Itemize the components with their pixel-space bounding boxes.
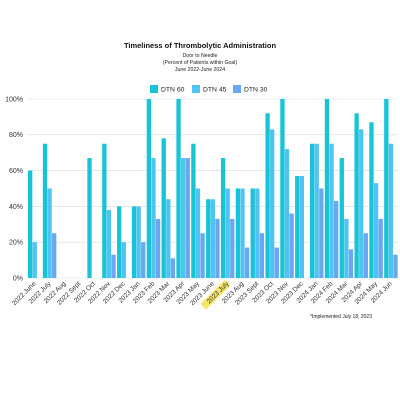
bar [354, 113, 359, 278]
y-tick-label: 20% [9, 240, 23, 247]
bar [280, 99, 285, 278]
bar [166, 199, 171, 278]
chart-legend: DTN 60 DTN 45 DTN 30 [150, 85, 268, 94]
bar [259, 233, 265, 278]
bar [170, 258, 176, 278]
bar [319, 188, 324, 278]
bar [136, 206, 141, 278]
bar [195, 188, 201, 278]
bar [151, 158, 156, 278]
bar [314, 143, 319, 278]
bar [102, 143, 107, 278]
chart-bars [28, 99, 398, 279]
y-tick-label: 40% [9, 204, 23, 211]
bar [47, 188, 52, 278]
bar [176, 99, 181, 278]
bar [393, 254, 398, 278]
bar [181, 158, 186, 278]
legend-label: DTN 60 [161, 87, 185, 94]
bar [344, 218, 349, 278]
bar [215, 218, 220, 278]
bar [299, 175, 305, 278]
bar [155, 218, 161, 278]
bar [244, 247, 250, 278]
x-tick-highlight [200, 279, 231, 310]
bar [28, 170, 33, 278]
chart-subtitle-line-3: June 2022-June 2024 [175, 67, 225, 73]
bar [111, 254, 116, 278]
y-tick-label: 60% [9, 168, 23, 175]
bar [334, 201, 339, 278]
bar [255, 188, 260, 278]
bar [235, 188, 241, 278]
legend-swatch [233, 85, 241, 93]
bar [131, 206, 137, 278]
legend-label: DTN 45 [203, 87, 227, 94]
bar [378, 218, 383, 278]
chart-subtitle-line-1: Door to Needle [183, 53, 218, 59]
bar [200, 233, 205, 278]
bar [210, 199, 215, 278]
bar [373, 183, 379, 278]
y-tick-label: 0% [13, 275, 23, 282]
bar [106, 209, 112, 278]
legend-swatch [192, 85, 200, 93]
bar [206, 199, 211, 278]
bar [220, 158, 226, 278]
bar [270, 129, 275, 278]
bar [309, 143, 315, 278]
bar [146, 99, 152, 278]
bar [274, 247, 279, 278]
bar [42, 143, 48, 278]
legend-swatch [150, 85, 158, 93]
bar [384, 99, 389, 278]
bar [240, 188, 245, 278]
bar [284, 149, 290, 278]
bar [369, 122, 374, 279]
chart-subtitle-line-2: (Percent of Patients within Goal) [163, 60, 238, 66]
y-tick-label: 100% [5, 96, 23, 103]
bar [250, 188, 255, 278]
bar [141, 242, 146, 278]
bar [289, 213, 294, 278]
chart-footnote: *Implemented July 18, 2023 [310, 314, 372, 320]
bar [52, 233, 57, 278]
y-tick-label: 80% [9, 132, 23, 139]
bar [363, 233, 368, 278]
bar [225, 188, 230, 278]
bar [265, 113, 270, 278]
bar [359, 129, 364, 278]
chart-title: Timeliness of Thrombolytic Administratio… [124, 41, 277, 50]
legend-label: DTN 30 [244, 87, 268, 94]
bar [185, 158, 190, 278]
bar [348, 249, 354, 278]
bar [87, 158, 92, 278]
bar [121, 242, 126, 278]
bar [295, 175, 300, 278]
bar [191, 143, 196, 278]
bar [230, 218, 235, 278]
y-axis-ticks: 0% 20% 40% 60% 80% 100% [5, 96, 23, 282]
bar [324, 99, 330, 278]
bar [161, 138, 166, 278]
bar [117, 206, 122, 278]
bar [339, 158, 344, 278]
bar [329, 143, 334, 278]
bar [32, 242, 37, 278]
bar [388, 143, 394, 278]
